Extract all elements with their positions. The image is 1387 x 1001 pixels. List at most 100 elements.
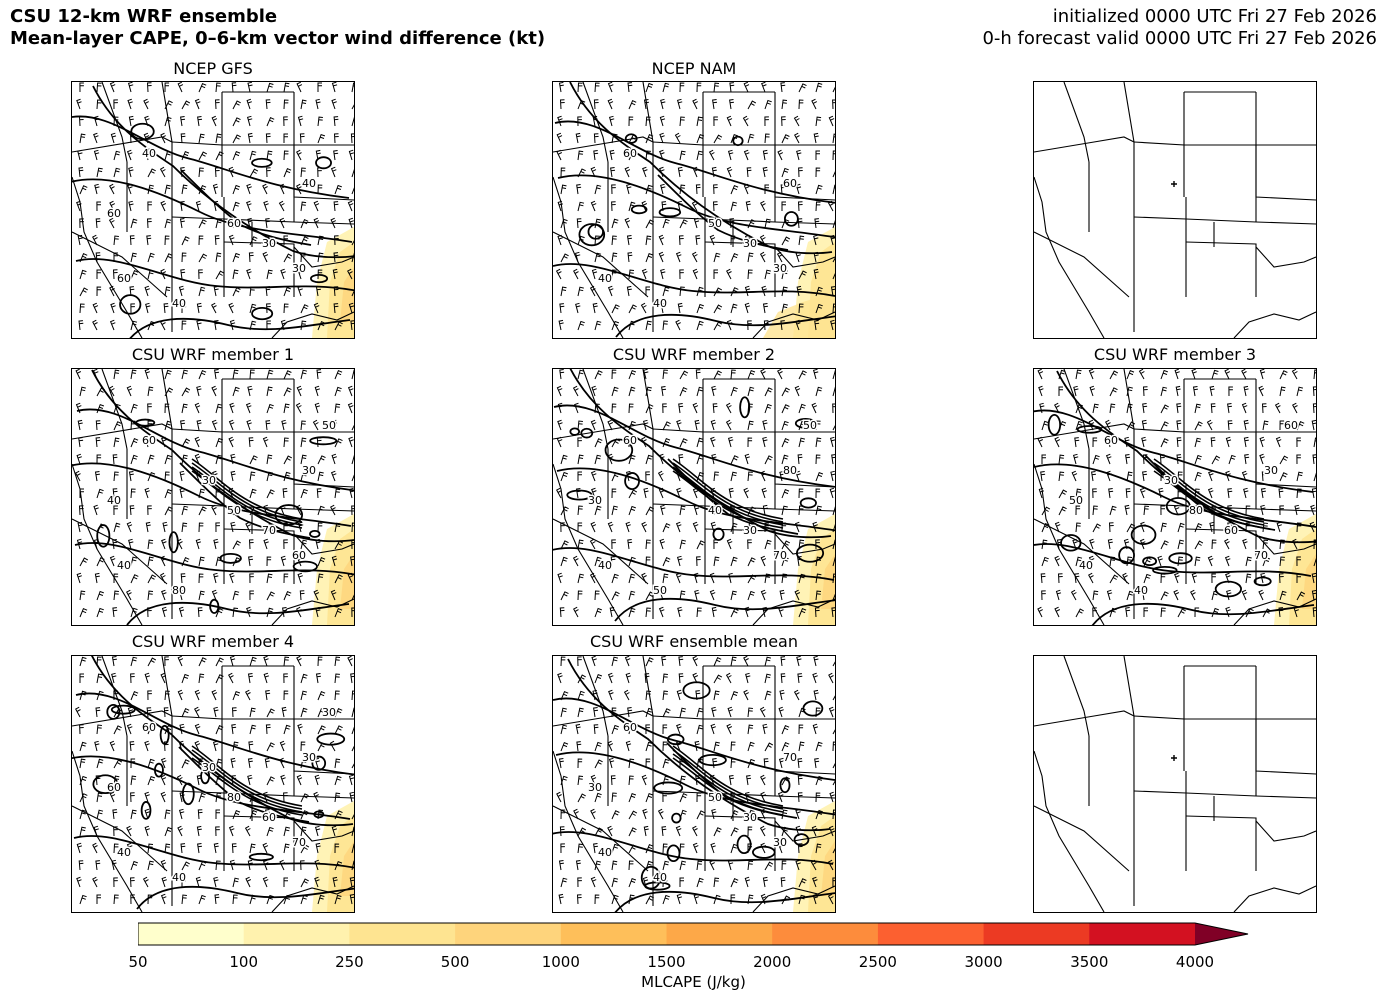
contour-label: 30 — [743, 237, 757, 250]
panel-title-gfs: NCEP GFS — [173, 59, 253, 78]
contour-label: 60 — [142, 434, 156, 447]
map-panel-ens-mean: 60 40 30 30 70 50 40 30 — [552, 655, 836, 913]
init-time: initialized 0000 UTC Fri 27 Feb 2026 — [1052, 6, 1377, 27]
colorbar-tick-label: 100 — [229, 953, 259, 971]
contour-label: 30 — [302, 751, 316, 764]
contour-label: 60 — [262, 811, 276, 824]
colorbar-segment — [666, 923, 773, 945]
map-gfs: 40 60 30 30 40 60 40 60 — [72, 82, 354, 338]
map-panel-gfs: 40 60 30 30 40 60 40 60 — [71, 81, 355, 339]
contour-label: 40 — [1079, 559, 1093, 572]
colorbar-label: MLCAPE (J/kg) — [641, 973, 746, 991]
map-panel-member1: 60 40 60 70 30 50 80 40 50 30 — [71, 368, 355, 626]
contour-label: 40 — [653, 871, 667, 884]
contour-label: 80 — [783, 464, 797, 477]
contour-label: 40 — [598, 846, 612, 859]
contour-label: 30 — [1264, 464, 1278, 477]
forecast-valid-time: 0-h forecast valid 0000 UTC Fri 27 Feb 2… — [982, 28, 1377, 49]
colorbar-tick-label: 50 — [128, 953, 148, 971]
contour-label: 40 — [598, 272, 612, 285]
map-panel-empty-bottom — [1033, 655, 1317, 913]
contour-label: 40 — [302, 177, 316, 190]
colorbar-segment — [1089, 923, 1196, 945]
contour-label: 50 — [653, 584, 667, 597]
map-panel-nam: 60 40 30 30 60 50 40 — [552, 81, 836, 339]
contour-label: 30 — [302, 464, 316, 477]
contour-label: 80 — [172, 584, 186, 597]
contour-label: 80 — [227, 791, 241, 804]
contour-label: 60 — [142, 721, 156, 734]
map-panel-member2: 60 40 70 30 80 40 50 30 50 — [552, 368, 836, 626]
panel-title-ens-mean: CSU WRF ensemble mean — [589, 632, 798, 651]
contour-label: 40 — [172, 297, 186, 310]
panel-title-member2: CSU WRF member 2 — [612, 345, 776, 364]
contour-label: 70 — [1254, 549, 1268, 562]
contour-label: 30 — [292, 262, 306, 275]
contour-label: 40 — [653, 297, 667, 310]
colorbar-segment — [138, 923, 245, 945]
contour-label: 40 — [172, 871, 186, 884]
colorbar-segment — [983, 923, 1090, 945]
contour-label: 80 — [1189, 504, 1203, 517]
panel-title-member4: CSU WRF member 4 — [131, 632, 295, 651]
contour-label: 60 — [783, 177, 797, 190]
colorbar-segment — [349, 923, 456, 945]
colorbar-segment — [877, 923, 985, 945]
contour-label: 60 — [1284, 419, 1298, 432]
colorbar-tick-label: 2000 — [753, 953, 792, 971]
contour-label: 60 — [1104, 434, 1118, 447]
map-panel-member3: 60 40 70 60 30 80 40 50 60 30 — [1033, 368, 1317, 626]
colorbar-segment — [772, 923, 879, 945]
colorbar-segment — [243, 923, 350, 945]
map-nam: 60 40 30 30 60 50 40 — [553, 82, 835, 338]
colorbar-tick-label: 2500 — [858, 953, 897, 971]
contour-label: 60 — [623, 147, 637, 160]
contour-label: 60 — [117, 272, 131, 285]
contour-label: 30 — [588, 494, 602, 507]
contour-label: 50 — [1069, 494, 1083, 507]
contour-label: 60 — [107, 207, 121, 220]
contour-label: 40 — [598, 559, 612, 572]
colorbar — [138, 922, 1249, 946]
map-member3: 60 40 70 60 30 80 40 50 60 30 — [1034, 369, 1316, 625]
contour-label: 30 — [743, 524, 757, 537]
title-line-1: CSU 12-km WRF ensemble — [10, 6, 278, 27]
contour-label: 40 — [708, 504, 722, 517]
map-member2: 60 40 70 30 80 40 50 30 50 — [553, 369, 835, 625]
map-member4: 60 40 70 60 30 80 40 60 30 30 — [72, 656, 354, 912]
contour-label: 70 — [262, 524, 276, 537]
contour-label: 60 — [1224, 524, 1238, 537]
contour-label: 50 — [322, 419, 336, 432]
colorbar-tick-label: 1000 — [541, 953, 580, 971]
contour-label: 30 — [588, 781, 602, 794]
contour-label: 40 — [117, 559, 131, 572]
map-member1: 60 40 60 70 30 50 80 40 50 30 — [72, 369, 354, 625]
contour-label: 30 — [743, 811, 757, 824]
contour-label: 30 — [202, 474, 216, 487]
contour-label: 70 — [783, 751, 797, 764]
contour-label: 70 — [773, 549, 787, 562]
contour-label: 60 — [107, 781, 121, 794]
contour-label: 50 — [708, 791, 722, 804]
colorbar-segment — [560, 923, 667, 945]
contour-label: 50 — [803, 419, 817, 432]
colorbar-tick-label: 3000 — [964, 953, 1003, 971]
contour-label: 30 — [322, 706, 336, 719]
colorbar-tick-label: 500 — [440, 953, 470, 971]
contour-label: 70 — [292, 836, 306, 849]
valid-time: initialized 0000 UTC Fri 27 Feb 2026 0-h… — [982, 6, 1377, 50]
panel-title-member1: CSU WRF member 1 — [131, 345, 295, 364]
figure-title: CSU 12-km WRF ensemble Mean-layer CAPE, … — [10, 6, 545, 50]
contour-label: 60 — [623, 434, 637, 447]
title-line-2: Mean-layer CAPE, 0–6-km vector wind diff… — [10, 28, 546, 49]
colorbar-extend-arrow — [1195, 923, 1248, 945]
panel-title-nam: NCEP NAM — [651, 59, 737, 78]
contour-label: 50 — [708, 217, 722, 230]
map-panel-member4: 60 40 70 60 30 80 40 60 30 30 — [71, 655, 355, 913]
colorbar-tick-label: 1500 — [647, 953, 686, 971]
contour-label: 60 — [227, 217, 241, 230]
contour-label: 60 — [623, 721, 637, 734]
contour-label: 30 — [773, 836, 787, 849]
colorbar-tick-label: 3500 — [1070, 953, 1109, 971]
contour-label: 30 — [1164, 474, 1178, 487]
